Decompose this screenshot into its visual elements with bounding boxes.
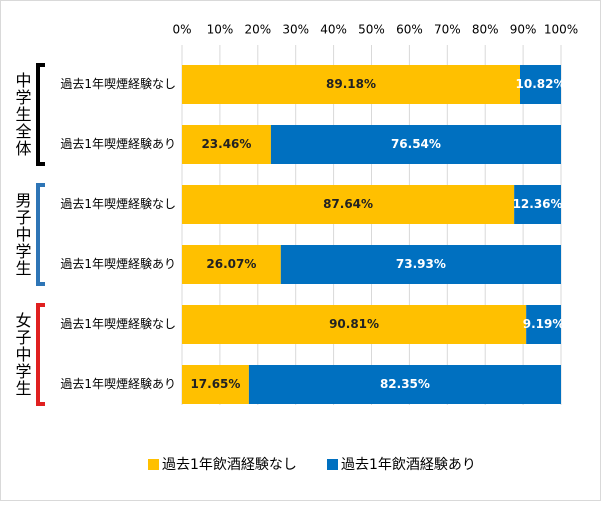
value-label: 87.64%	[323, 197, 373, 211]
x-tick-label: 10%	[207, 23, 234, 37]
x-tick-label: 20%	[244, 23, 271, 37]
category-label: 過去1年喫煙経験あり	[60, 256, 176, 271]
group-bracket	[36, 63, 45, 166]
value-label: 76.54%	[391, 137, 441, 151]
bar-segment	[182, 65, 520, 104]
value-label: 10.82%	[516, 77, 566, 91]
value-label: 26.07%	[206, 257, 256, 271]
category-label: 過去1年喫煙経験あり	[60, 136, 176, 151]
bar-segment	[519, 65, 561, 104]
x-tick-label: 60%	[396, 23, 423, 37]
legend-label: 過去1年飲酒経験あり	[341, 457, 476, 473]
x-tick-label: 90%	[510, 23, 537, 37]
value-label: 9.19%	[523, 317, 565, 331]
value-label: 12.36%	[513, 197, 563, 211]
x-tick-label: 100%	[544, 23, 578, 37]
x-tick-label: 0%	[172, 23, 191, 37]
category-label: 過去1年喫煙経験なし	[60, 196, 176, 211]
legend-swatch	[327, 459, 338, 470]
legend-label: 過去1年飲酒経験なし	[162, 457, 297, 473]
category-label: 過去1年喫煙経験あり	[60, 376, 176, 391]
group-bracket	[36, 303, 45, 406]
bar-segment	[248, 365, 561, 404]
bar-segment	[182, 305, 527, 344]
value-label: 89.18%	[326, 77, 376, 91]
legend-swatch	[148, 459, 159, 470]
bar-segment	[280, 245, 561, 284]
bar-segment	[182, 245, 281, 284]
bar-segment	[514, 185, 561, 224]
value-label: 82.35%	[380, 377, 430, 391]
category-label: 過去1年喫煙経験なし	[60, 76, 176, 91]
bar-segment	[182, 185, 515, 224]
x-tick-label: 50%	[358, 23, 385, 37]
bar-segment	[270, 125, 561, 164]
value-label: 23.46%	[201, 137, 251, 151]
group-bracket	[36, 183, 45, 286]
value-label: 73.93%	[396, 257, 446, 271]
group-label: 中学生全体	[13, 72, 32, 157]
category-label: 過去1年喫煙経験なし	[60, 316, 176, 331]
value-label: 17.65%	[190, 377, 240, 391]
x-tick-label: 70%	[434, 23, 461, 37]
x-tick-label: 80%	[472, 23, 499, 37]
bar-segment	[182, 365, 249, 404]
x-tick-label: 40%	[320, 23, 347, 37]
group-label: 男子中学生	[13, 192, 32, 277]
bar-segment	[182, 125, 271, 164]
group-label: 女子中学生	[13, 311, 32, 397]
bar-segment	[526, 305, 561, 344]
x-tick-label: 30%	[282, 23, 309, 37]
value-label: 90.81%	[329, 317, 379, 331]
